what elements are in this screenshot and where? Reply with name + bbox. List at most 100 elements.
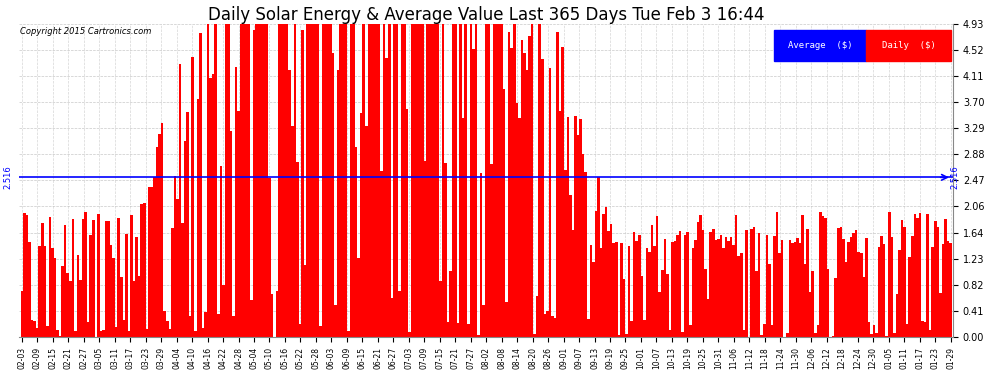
Bar (631, 321, 633, 338)
Bar (429, 24, 432, 338)
Bar (500, 24, 503, 338)
Bar (306, 24, 309, 338)
Bar (408, 332, 411, 338)
Bar (529, 36, 531, 338)
Bar (322, 24, 324, 338)
Bar (230, 131, 233, 338)
Bar (474, 24, 477, 338)
Bar (911, 236, 914, 338)
Bar (477, 335, 480, 338)
Bar (814, 333, 817, 338)
Bar (791, 243, 794, 338)
Bar (246, 24, 248, 338)
Bar (181, 224, 184, 338)
Bar (653, 246, 655, 338)
Bar (855, 230, 857, 338)
Bar (189, 316, 191, 338)
Bar (480, 173, 482, 338)
Bar (268, 178, 270, 338)
Bar (566, 117, 569, 338)
Bar (636, 242, 638, 338)
Bar (360, 113, 362, 338)
Bar (699, 215, 702, 338)
Bar (270, 294, 273, 338)
Bar (544, 314, 546, 338)
Bar (620, 243, 623, 338)
Bar (31, 320, 34, 338)
Bar (577, 135, 579, 338)
Bar (197, 99, 199, 338)
Bar (82, 219, 84, 338)
Bar (924, 322, 927, 338)
Bar (738, 256, 741, 338)
Bar (53, 258, 56, 338)
Bar (807, 229, 809, 338)
Bar (482, 305, 485, 338)
Bar (650, 225, 653, 338)
Bar (781, 240, 783, 338)
Bar (273, 336, 275, 338)
Bar (434, 24, 437, 338)
Bar (689, 325, 692, 338)
Bar (406, 109, 408, 338)
Bar (605, 207, 608, 338)
Bar (47, 326, 49, 338)
Bar (228, 24, 230, 338)
Bar (546, 311, 548, 338)
Bar (220, 165, 222, 338)
Text: Copyright 2015 Cartronics.com: Copyright 2015 Cartronics.com (20, 27, 151, 36)
Bar (449, 271, 451, 338)
Bar (799, 243, 801, 338)
Bar (263, 24, 265, 338)
Bar (235, 67, 238, 338)
Bar (215, 24, 217, 338)
Bar (464, 24, 467, 338)
Bar (679, 231, 681, 338)
Bar (704, 269, 707, 338)
Bar (840, 228, 842, 338)
Bar (574, 116, 577, 338)
Bar (891, 237, 893, 338)
Bar (28, 242, 31, 338)
Bar (319, 326, 322, 338)
Title: Daily Solar Energy & Average Value Last 365 Days Tue Feb 3 16:44: Daily Solar Energy & Average Value Last … (208, 6, 764, 24)
Bar (932, 247, 934, 338)
Bar (380, 171, 383, 338)
Bar (317, 24, 319, 338)
Bar (681, 332, 684, 338)
Bar (638, 236, 641, 338)
Bar (194, 331, 197, 338)
Bar (885, 336, 888, 338)
Bar (184, 141, 186, 338)
Bar (442, 24, 445, 338)
Bar (511, 48, 513, 338)
Bar (597, 177, 600, 338)
Bar (909, 257, 911, 338)
Bar (225, 24, 228, 338)
Bar (71, 219, 74, 338)
Bar (291, 126, 294, 338)
Bar (34, 321, 36, 338)
Bar (518, 118, 521, 338)
Bar (439, 281, 442, 338)
Bar (658, 292, 661, 338)
Bar (773, 236, 776, 338)
Bar (684, 235, 686, 338)
Bar (354, 147, 357, 338)
Bar (940, 293, 941, 338)
Bar (365, 126, 367, 338)
Bar (676, 235, 679, 338)
Bar (819, 212, 822, 338)
Bar (516, 103, 518, 338)
Bar (783, 337, 786, 338)
Bar (505, 302, 508, 338)
Bar (41, 223, 44, 338)
Bar (128, 331, 131, 338)
Bar (459, 24, 462, 338)
Bar (110, 245, 113, 338)
Bar (893, 333, 896, 338)
Bar (867, 322, 870, 338)
Bar (69, 282, 71, 338)
Bar (401, 24, 403, 338)
Bar (357, 258, 360, 338)
